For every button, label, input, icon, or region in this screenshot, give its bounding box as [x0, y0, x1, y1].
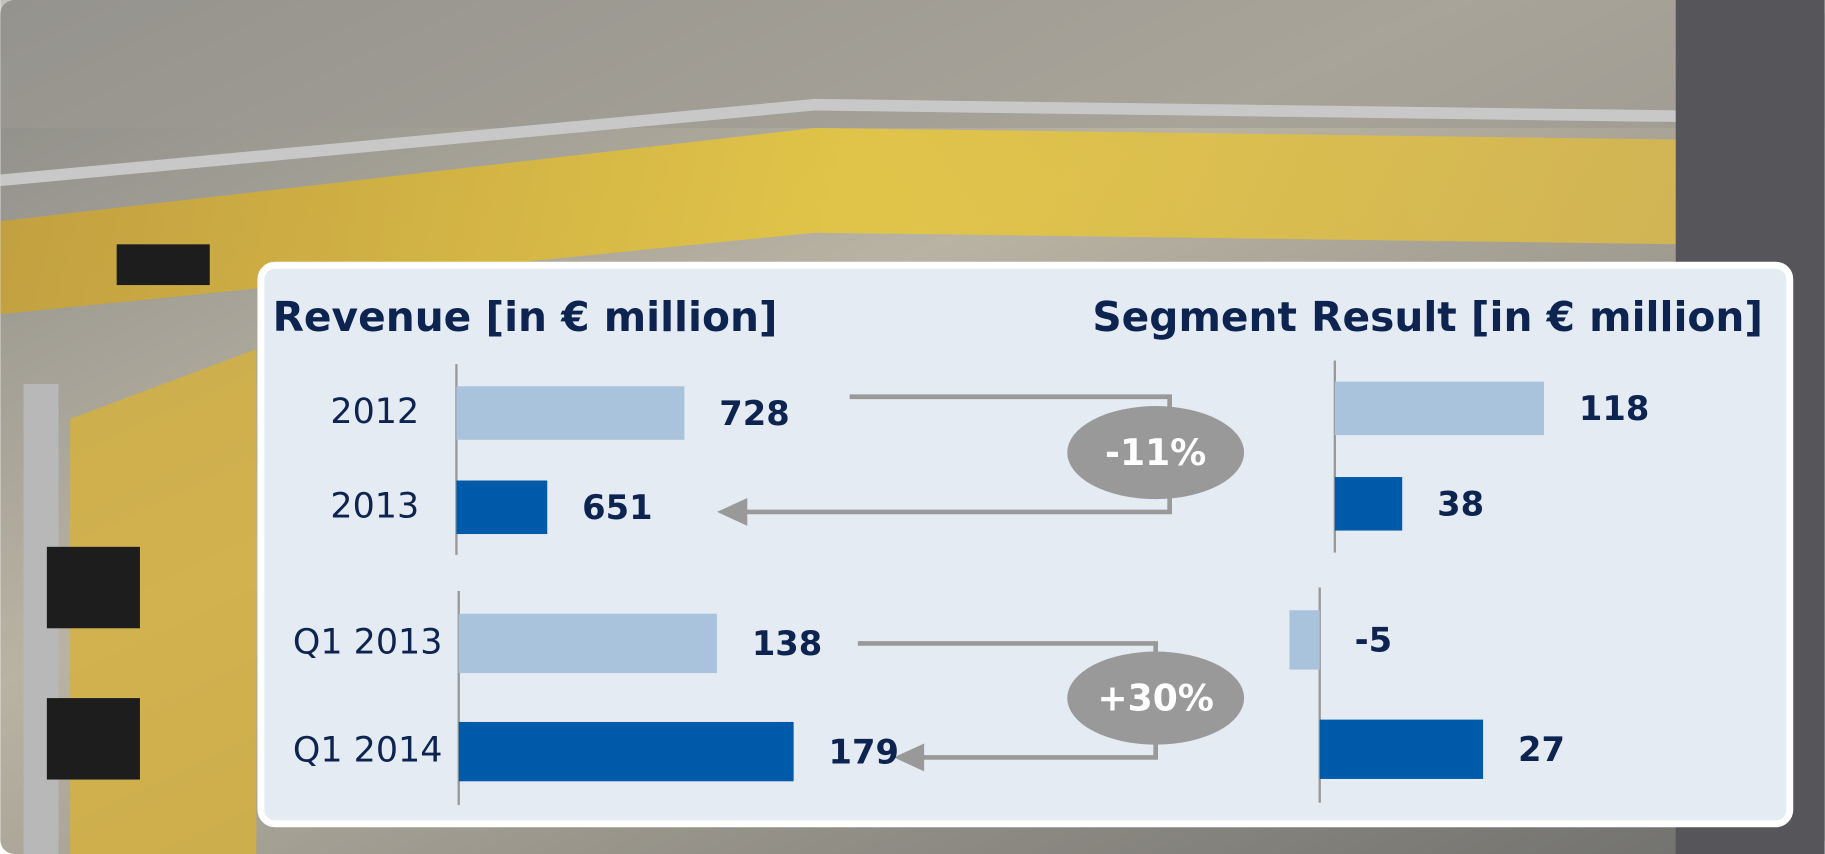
value-label: 138: [752, 624, 822, 663]
bar: [1334, 381, 1545, 436]
bar: [458, 613, 717, 674]
value-label: 27: [1518, 730, 1565, 769]
bar: [1319, 719, 1484, 779]
category-label: Q1 2014: [293, 731, 443, 771]
bar: [456, 386, 685, 440]
arrowheads: [717, 497, 925, 772]
change-badge: [1067, 651, 1245, 745]
value-label: 651: [582, 488, 652, 527]
bar: [458, 721, 794, 782]
bar: [456, 480, 548, 535]
value-label: 38: [1437, 485, 1484, 524]
change-badge: [1067, 406, 1245, 500]
value-label: 179: [829, 732, 899, 771]
change-label: +30%: [1097, 677, 1213, 719]
change-label: -11%: [1105, 432, 1206, 474]
category-label: 2013: [330, 486, 419, 526]
value-label: 118: [1579, 389, 1649, 428]
bar: [1334, 477, 1403, 531]
chart-title: Segment Result [in € million]: [1092, 293, 1763, 341]
bar: [1289, 610, 1320, 670]
value-label: -5: [1355, 621, 1392, 660]
chart-title: Revenue [in € million]: [273, 293, 778, 341]
category-label: 2012: [330, 392, 419, 432]
value-label: 728: [719, 394, 789, 433]
category-label: Q1 2013: [293, 622, 443, 662]
